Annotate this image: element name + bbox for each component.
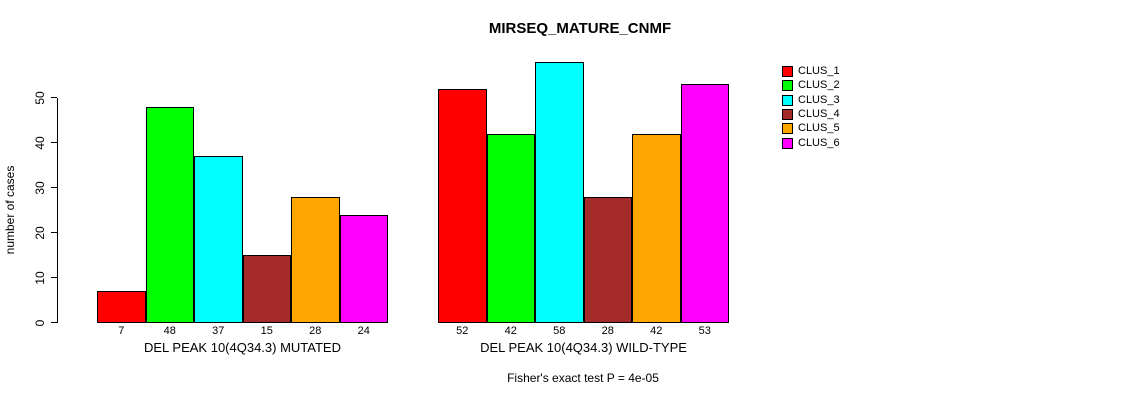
y-tick (51, 277, 57, 278)
bar-value-label: 42 (650, 325, 663, 337)
bar (680, 84, 729, 323)
legend-swatch (782, 66, 793, 77)
bar (438, 88, 487, 323)
y-tick (51, 187, 57, 188)
bar-value-label: 52 (456, 325, 469, 337)
bar-value-label: 28 (309, 325, 322, 337)
y-tick (51, 322, 57, 323)
bar-value-label: 58 (553, 325, 566, 337)
bar-value-label: 42 (504, 325, 517, 337)
bar (632, 133, 681, 323)
legend-label: CLUS_2 (798, 79, 840, 92)
y-tick-label: 0 (33, 319, 47, 326)
chart-title: MIRSEQ_MATURE_CNMF (488, 20, 672, 37)
bar-value-label: 15 (260, 325, 273, 337)
y-tick-label: 20 (33, 225, 47, 240)
bar (535, 61, 584, 323)
y-axis-label: number of cases (3, 165, 17, 255)
bar (97, 291, 146, 323)
y-tick (51, 142, 57, 143)
bar-value-label: 24 (357, 325, 370, 337)
group-label: DEL PEAK 10(4Q34.3) WILD-TYPE (480, 340, 687, 355)
legend-label: CLUS_3 (798, 93, 840, 106)
legend-label: CLUS_4 (798, 108, 840, 121)
bar-value-label: 7 (118, 325, 125, 337)
group-label: DEL PEAK 10(4Q34.3) MUTATED (144, 340, 341, 355)
legend-label: CLUS_6 (798, 136, 840, 149)
bar-value-label: 28 (601, 325, 614, 337)
legend-swatch (782, 94, 793, 106)
bar-value-label: 53 (698, 325, 711, 337)
y-axis-line (57, 97, 58, 323)
y-tick-label: 30 (33, 180, 47, 195)
legend-swatch (782, 80, 793, 92)
y-tick-label: 40 (33, 135, 47, 150)
bar (291, 196, 340, 323)
bar (194, 156, 243, 323)
legend-label: CLUS_1 (798, 65, 840, 77)
y-tick (51, 97, 57, 98)
bar (486, 133, 535, 323)
bar-value-label: 48 (163, 325, 176, 337)
bar (583, 196, 632, 323)
bar (339, 214, 388, 323)
y-tick-label: 10 (33, 270, 47, 285)
legend-label: CLUS_5 (798, 122, 840, 135)
legend-swatch (782, 137, 793, 149)
bar (242, 255, 291, 323)
annotation-text: Fisher's exact test P = 4e-05 (507, 371, 659, 385)
y-tick (51, 232, 57, 233)
legend-swatch (782, 123, 793, 135)
bar-value-label: 37 (212, 325, 225, 337)
y-tick-label: 50 (33, 90, 47, 105)
bar (145, 106, 194, 323)
legend-swatch (782, 109, 793, 121)
